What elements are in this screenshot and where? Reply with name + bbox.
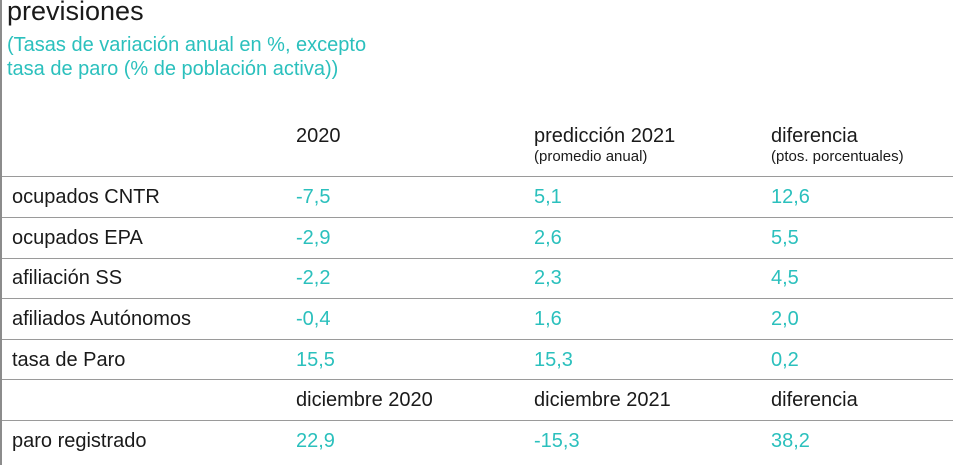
table-row: paro registrado 22,9 -15,3 38,2 [0,421,960,461]
table-rule [2,258,953,259]
table-rule [2,339,953,340]
row-label: tasa de Paro [12,349,126,371]
header-2020: 2020 [296,124,341,148]
header-prediccion-sublabel: (promedio anual) [534,148,648,165]
row-label: afiliación SS [12,267,123,289]
header-diferencia-label: diferencia [771,125,858,147]
table-row: ocupados EPA -2,9 2,6 5,5 [0,218,960,258]
value-diferencia: 0,2 [771,349,799,371]
row-label: ocupados CNTR [12,186,160,208]
table-rule [2,298,953,299]
value-diferencia: 12,6 [771,186,810,208]
value-2020: 15,5 [296,349,335,371]
row-label: ocupados EPA [12,227,143,249]
value-2021: 5,1 [534,186,562,208]
value-dic-2021: -15,3 [534,430,580,452]
value-diferencia: 4,5 [771,267,799,289]
header-2020-label: 2020 [296,125,341,147]
value-2020: -7,5 [296,186,331,208]
table-row: afiliados Autónomos -0,4 1,6 2,0 [0,299,960,339]
subtitle: (Tasas de variación anual en %, excepto … [7,33,366,81]
value-2021: 1,6 [534,308,562,330]
value-2020: -2,2 [296,267,331,289]
left-border [0,0,2,465]
table-row: ocupados CNTR -7,5 5,1 12,6 [0,177,960,217]
subtitle-line-1: (Tasas de variación anual en %, excepto [7,34,367,56]
value-2020: -0,4 [296,308,331,330]
value-dic-2020: 22,9 [296,430,335,452]
table-rule [2,420,953,421]
value-2020: -2,9 [296,227,331,249]
page-title: previsiones [7,0,144,26]
header-diferencia-2: diferencia [771,389,858,411]
table-row: tasa de Paro 15,5 15,3 0,2 [0,340,960,380]
value-2021: 15,3 [534,349,573,371]
table-rule [2,217,953,218]
value-2021: 2,6 [534,227,562,249]
header-prediccion-2021: predicción 2021 (promedio anual) [534,124,675,166]
value-diferencia: 38,2 [771,430,810,452]
header-prediccion-label: predicción 2021 [534,125,676,147]
row-label: afiliados Autónomos [12,308,192,330]
header-diferencia-sublabel: (ptos. porcentuales) [771,148,904,165]
table-rule [2,379,953,380]
table-rule [2,176,953,177]
header-diferencia: diferencia (ptos. porcentuales) [771,124,904,166]
value-diferencia: 2,0 [771,308,799,330]
subtitle-line-2: tasa de paro (% de población activa)) [7,58,339,80]
value-diferencia: 5,5 [771,227,799,249]
subheader-row: diciembre 2020 diciembre 2021 diferencia [0,380,960,420]
header-diciembre-2020: diciembre 2020 [296,389,433,411]
header-diciembre-2021: diciembre 2021 [534,389,671,411]
table-row: afiliación SS -2,2 2,3 4,5 [0,258,960,298]
value-2021: 2,3 [534,267,562,289]
row-label: paro registrado [12,430,147,452]
